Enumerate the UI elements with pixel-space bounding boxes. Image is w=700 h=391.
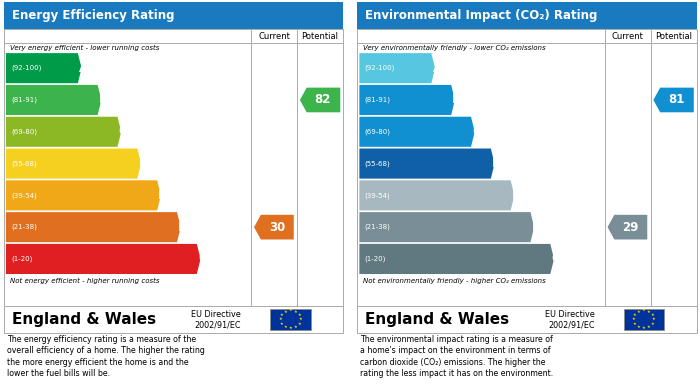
Text: (81-91): (81-91): [365, 97, 391, 103]
Text: England & Wales: England & Wales: [365, 312, 510, 327]
Text: (21-38): (21-38): [365, 224, 391, 230]
Text: ★: ★: [288, 308, 293, 312]
Text: D: D: [139, 157, 148, 170]
Polygon shape: [6, 180, 161, 210]
Text: Current: Current: [258, 32, 290, 41]
Text: B: B: [99, 93, 108, 106]
Text: G: G: [552, 253, 561, 265]
Text: C: C: [472, 125, 481, 138]
Text: ★: ★: [279, 317, 282, 321]
Bar: [4, 2, 343, 29]
Text: Very environmentally friendly - lower CO₂ emissions: Very environmentally friendly - lower CO…: [363, 45, 546, 52]
Polygon shape: [359, 53, 435, 83]
Text: Not energy efficient - higher running costs: Not energy efficient - higher running co…: [10, 278, 159, 284]
Text: B: B: [452, 93, 461, 106]
Text: (81-91): (81-91): [11, 97, 37, 103]
Text: Environmental Impact (CO₂) Rating: Environmental Impact (CO₂) Rating: [365, 9, 598, 22]
Polygon shape: [300, 88, 340, 112]
Bar: [357, 2, 696, 29]
Polygon shape: [6, 244, 200, 274]
Text: ★: ★: [293, 310, 298, 314]
Text: (1-20): (1-20): [365, 256, 386, 262]
Text: (55-68): (55-68): [365, 160, 390, 167]
Text: E: E: [512, 189, 520, 202]
Text: ★: ★: [634, 322, 637, 326]
Polygon shape: [359, 149, 495, 179]
Text: F: F: [531, 221, 540, 234]
Text: The energy efficiency rating is a measure of the
overall efficiency of a home. T: The energy efficiency rating is a measur…: [7, 335, 205, 378]
Bar: [357, 29, 696, 306]
Polygon shape: [6, 117, 121, 147]
Text: (55-68): (55-68): [11, 160, 36, 167]
Text: Current: Current: [612, 32, 644, 41]
Text: 81: 81: [668, 93, 685, 106]
Text: ★: ★: [642, 308, 646, 312]
Text: A: A: [433, 62, 442, 75]
Text: (21-38): (21-38): [11, 224, 37, 230]
Polygon shape: [6, 85, 101, 115]
Text: England & Wales: England & Wales: [12, 312, 156, 327]
Text: C: C: [118, 125, 127, 138]
Polygon shape: [359, 244, 554, 274]
Bar: [357, 306, 696, 333]
Text: Potential: Potential: [302, 32, 339, 41]
Polygon shape: [254, 215, 294, 240]
Text: (92-100): (92-100): [11, 65, 41, 72]
Text: F: F: [178, 221, 186, 234]
Bar: [270, 309, 311, 330]
Text: G: G: [198, 253, 208, 265]
Bar: [624, 309, 664, 330]
Text: Very energy efficient - lower running costs: Very energy efficient - lower running co…: [10, 45, 159, 52]
Polygon shape: [359, 212, 534, 242]
Text: (39-54): (39-54): [365, 192, 390, 199]
Text: ★: ★: [652, 317, 656, 321]
Text: (1-20): (1-20): [11, 256, 32, 262]
Text: ★: ★: [651, 313, 654, 317]
Text: ★: ★: [284, 325, 287, 329]
Text: D: D: [492, 157, 502, 170]
Text: ★: ★: [647, 310, 651, 314]
Text: ★: ★: [293, 325, 298, 329]
Polygon shape: [6, 149, 141, 179]
Polygon shape: [6, 212, 181, 242]
Polygon shape: [359, 180, 514, 210]
Text: The environmental impact rating is a measure of
a home's impact on the environme: The environmental impact rating is a mea…: [360, 335, 554, 378]
Text: ★: ★: [632, 317, 636, 321]
Text: ★: ★: [280, 322, 284, 326]
Text: Potential: Potential: [655, 32, 692, 41]
Polygon shape: [6, 53, 82, 83]
Text: (92-100): (92-100): [365, 65, 395, 72]
Text: EU Directive
2002/91/EC: EU Directive 2002/91/EC: [191, 310, 241, 329]
Text: ★: ★: [280, 313, 284, 317]
Text: ★: ★: [284, 310, 287, 314]
Text: Not environmentally friendly - higher CO₂ emissions: Not environmentally friendly - higher CO…: [363, 278, 546, 284]
Text: ★: ★: [298, 322, 301, 326]
Bar: [4, 29, 343, 306]
Text: A: A: [79, 62, 88, 75]
Polygon shape: [653, 88, 694, 112]
Text: 30: 30: [269, 221, 285, 234]
Polygon shape: [608, 215, 648, 240]
Polygon shape: [359, 117, 475, 147]
Text: (39-54): (39-54): [11, 192, 36, 199]
Text: ★: ★: [299, 317, 302, 321]
Text: ★: ★: [642, 326, 646, 330]
Text: 29: 29: [622, 221, 638, 234]
Text: ★: ★: [634, 313, 637, 317]
Text: Energy Efficiency Rating: Energy Efficiency Rating: [12, 9, 174, 22]
Text: (69-80): (69-80): [11, 129, 37, 135]
Text: (69-80): (69-80): [365, 129, 391, 135]
Text: ★: ★: [651, 322, 654, 326]
Text: ★: ★: [298, 313, 301, 317]
Text: EU Directive
2002/91/EC: EU Directive 2002/91/EC: [545, 310, 594, 329]
Bar: [4, 306, 343, 333]
Text: E: E: [158, 189, 167, 202]
Text: ★: ★: [637, 325, 640, 329]
Text: ★: ★: [647, 325, 651, 329]
Text: ★: ★: [637, 310, 640, 314]
Text: ★: ★: [288, 326, 293, 330]
Text: 82: 82: [314, 93, 331, 106]
Polygon shape: [359, 85, 455, 115]
